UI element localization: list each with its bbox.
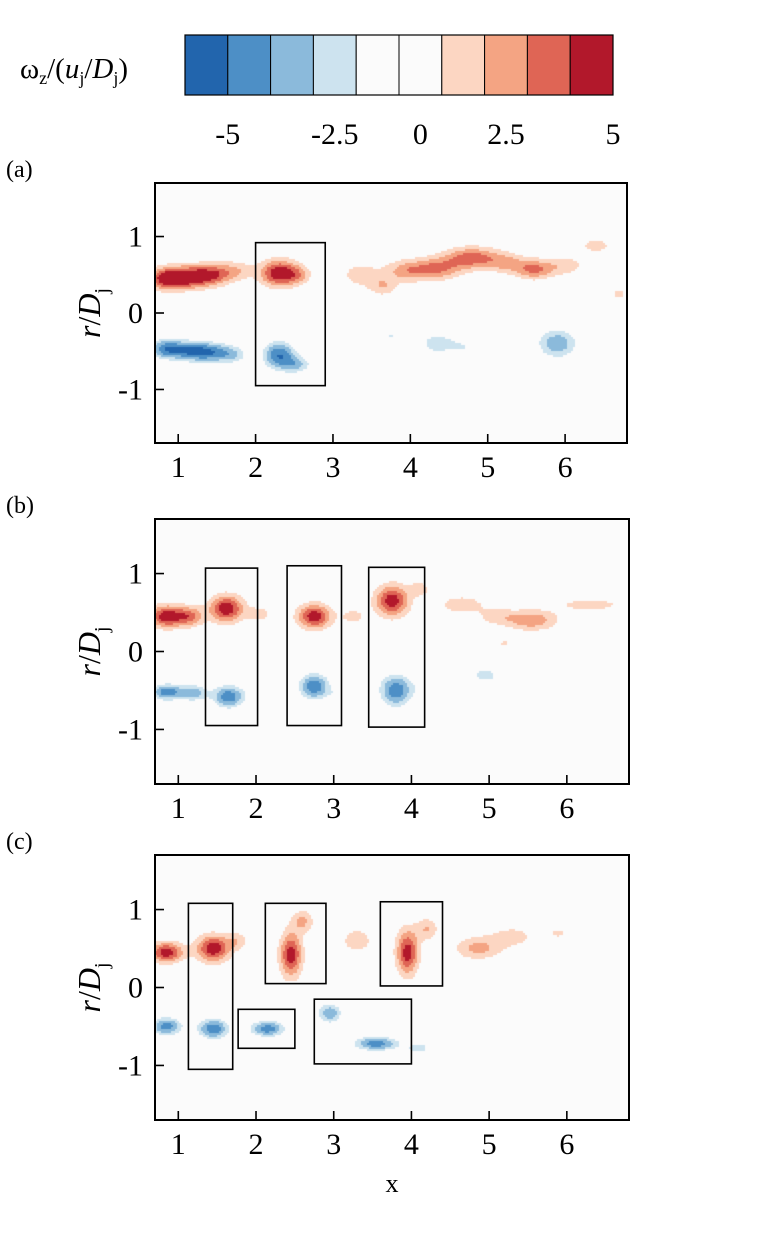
x-tick-label: 4 <box>404 792 419 825</box>
y-tick-label: -1 <box>118 713 143 746</box>
x-tick-label: 6 <box>558 451 573 484</box>
colorbar-label-slash: / <box>84 53 93 85</box>
y-axis-label-sub-j: j <box>91 288 113 295</box>
x-tick-label: 6 <box>559 1128 574 1161</box>
y-axis-label: r/Dj <box>71 962 113 1012</box>
highlight-box <box>379 900 444 987</box>
colorbar-label-open: /( <box>47 53 65 85</box>
x-tick-label: 5 <box>482 1128 497 1161</box>
x-tick-label: 2 <box>248 451 263 484</box>
colorbar-label-u: u <box>65 53 80 85</box>
y-axis-label: r/Dj <box>71 288 113 338</box>
highlight-box <box>286 564 343 727</box>
x-tick-label: 5 <box>482 792 497 825</box>
panel-b: (b) 1 2 3 4 5 6 -1 0 1 r/Dj <box>6 493 630 825</box>
highlight-box <box>204 567 259 727</box>
highlight-box <box>313 998 413 1065</box>
colorbar-swatches <box>184 34 614 96</box>
x-tick-label: 4 <box>404 1128 419 1161</box>
x-tick-label: 1 <box>171 451 186 484</box>
colorbar-label-close: ) <box>118 53 128 85</box>
vorticity-contour-field <box>155 183 627 443</box>
vorticity-contour-field <box>155 855 629 1120</box>
colorbar-swatch <box>227 34 272 96</box>
y-tick-label: 0 <box>128 636 143 669</box>
colorbar: ωz/(uj/Dj) -5 -2.5 0 2.5 5 <box>20 34 621 151</box>
colorbar-label: ωz/(uj/Dj) <box>20 53 128 88</box>
y-axis-label-sub-j: j <box>91 626 113 633</box>
x-tick-label: 1 <box>171 792 186 825</box>
colorbar-label-omega: ω <box>20 53 39 85</box>
x-tick-label: 6 <box>559 792 574 825</box>
colorbar-swatch <box>484 34 528 96</box>
x-tick-label: 1 <box>171 1128 186 1161</box>
y-tick-label: -1 <box>118 373 143 406</box>
colorbar-label-sub-j1: j <box>78 68 84 88</box>
panel-label: (c) <box>6 829 33 855</box>
x-tick-label: 5 <box>480 451 495 484</box>
highlight-box <box>367 566 426 728</box>
y-tick-label: 0 <box>128 972 143 1005</box>
colorbar-swatch <box>312 34 357 96</box>
x-axis-label: x <box>386 1169 399 1198</box>
colorbar-label-D: D <box>91 53 113 85</box>
y-tick-label: 1 <box>128 894 143 927</box>
vorticity-contour-field <box>155 519 629 784</box>
colorbar-tick-label: -5 <box>215 118 240 151</box>
highlight-box <box>237 1008 296 1050</box>
y-tick-label: 0 <box>128 297 143 330</box>
highlight-box <box>254 241 327 387</box>
y-axis-label-r: r <box>71 664 107 677</box>
y-axis-label-slash: / <box>71 317 107 326</box>
x-tick-label: 3 <box>326 792 341 825</box>
colorbar-tick-label: -2.5 <box>311 118 359 151</box>
colorbar-tick-label: 0 <box>413 118 428 151</box>
highlight-box <box>264 902 327 985</box>
colorbar-tick-label: 5 <box>606 118 621 151</box>
colorbar-swatch <box>398 34 443 96</box>
colorbar-frame <box>184 34 614 96</box>
panel-c: (c) 1 2 3 4 5 6 -1 0 1 r/Dj x <box>6 829 630 1198</box>
colorbar-swatch <box>526 34 571 96</box>
y-axis-label-D: D <box>71 968 107 992</box>
colorbar-swatch <box>270 34 314 96</box>
y-tick-label: 1 <box>128 558 143 591</box>
x-tick-label: 2 <box>249 1128 264 1161</box>
x-tick-label: 3 <box>325 451 340 484</box>
y-tick-label: -1 <box>118 1049 143 1082</box>
colorbar-swatch <box>355 34 400 96</box>
x-tick-label: 3 <box>326 1128 341 1161</box>
x-tick-label: 2 <box>249 792 264 825</box>
panel-label: (a) <box>6 157 33 183</box>
y-axis-label-D: D <box>71 632 107 656</box>
colorbar-ticks: -5 -2.5 0 2.5 5 <box>215 118 620 151</box>
colorbar-label-sub-z: z <box>39 68 47 88</box>
y-axis-label-r: r <box>71 1000 107 1013</box>
colorbar-swatch <box>441 34 486 96</box>
highlight-box <box>187 902 234 1071</box>
colorbar-swatch <box>569 34 614 96</box>
colorbar-tick-label: 2.5 <box>487 118 525 151</box>
colorbar-label-sub-j2: j <box>112 68 118 88</box>
y-axis-label: r/Dj <box>71 626 113 676</box>
y-axis-label-r: r <box>71 325 107 338</box>
y-axis-label-sub-j: j <box>91 962 113 969</box>
x-tick-label: 4 <box>403 451 418 484</box>
panel-a: (a) 1 2 3 4 5 6 -1 0 1 r/Dj <box>6 157 628 484</box>
y-tick-label: 1 <box>128 221 143 254</box>
y-axis-label-slash: / <box>71 655 107 664</box>
y-axis-label-slash: / <box>71 991 107 1000</box>
y-axis-label-D: D <box>71 294 107 318</box>
colorbar-swatch <box>184 34 229 96</box>
panel-label: (b) <box>6 493 34 519</box>
